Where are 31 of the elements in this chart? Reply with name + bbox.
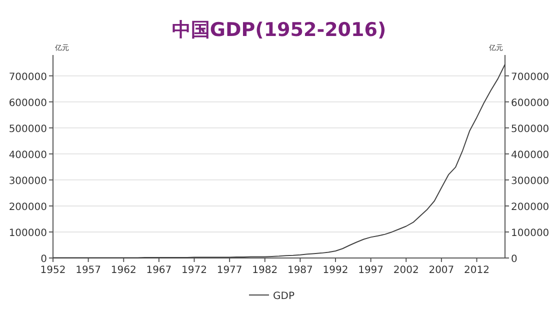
y-tick-label: 500000 xyxy=(8,124,47,135)
legend-label: GDP xyxy=(273,291,294,302)
y2-tick-label: 300000 xyxy=(511,176,550,187)
x-tick-label: 1967 xyxy=(146,265,172,276)
x-tick-label: 2007 xyxy=(428,265,454,276)
y-tick-label: 100000 xyxy=(8,228,47,239)
x-tick-label: 2002 xyxy=(393,265,419,276)
x-tick-label: 1977 xyxy=(216,265,242,276)
x-tick-label: 1962 xyxy=(110,265,136,276)
chart-title: 中国GDP(1952-2016) xyxy=(172,19,386,41)
y2-tick-label: 200000 xyxy=(511,202,550,213)
x-tick-label: 1982 xyxy=(252,265,278,276)
y-tick-label: 200000 xyxy=(8,202,47,213)
y2-tick-label: 400000 xyxy=(511,150,550,161)
y-tick-label: 700000 xyxy=(8,72,47,83)
y2-tick-label: 700000 xyxy=(511,72,550,83)
y2-tick-label: 500000 xyxy=(511,124,550,135)
y-tick-label: 400000 xyxy=(8,150,47,161)
y2-tick-label: 600000 xyxy=(511,98,550,109)
x-tick-label: 1992 xyxy=(322,265,348,276)
x-tick-label: 1952 xyxy=(40,265,66,276)
x-tick-label: 2012 xyxy=(464,265,490,276)
x-tick-label: 1997 xyxy=(358,265,384,276)
y-tick-label: 600000 xyxy=(8,98,47,109)
y2-tick-label: 100000 xyxy=(511,228,550,239)
y-tick-label: 300000 xyxy=(8,176,47,187)
y2-tick-label: 0 xyxy=(511,254,518,265)
x-tick-label: 1987 xyxy=(287,265,313,276)
x-tick-label: 1972 xyxy=(182,265,207,276)
x-tick-label: 1957 xyxy=(76,265,102,276)
y-tick-label: 0 xyxy=(40,254,47,265)
